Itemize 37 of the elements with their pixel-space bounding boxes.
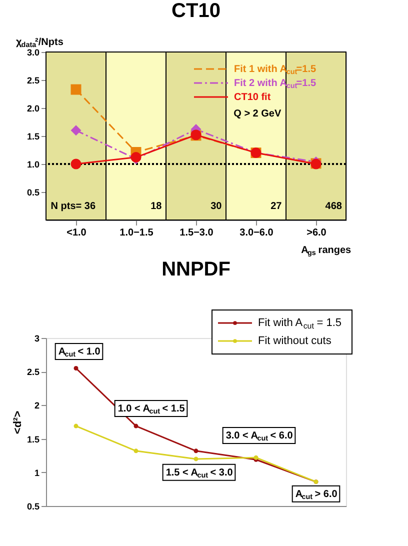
chart-title: CT10 — [172, 0, 220, 22]
y-tick-label: 0.5 — [26, 502, 40, 512]
annotation: N pts= 36 — [50, 201, 96, 212]
legend-label: CT10 fit — [234, 92, 272, 103]
y-tick-label: 3.0 — [26, 48, 40, 58]
chart-title: NNPDF — [162, 258, 230, 280]
x-tick-label: 1.0−1.5 — [120, 228, 154, 238]
y-tick-label: 2 — [34, 400, 40, 411]
y-tick-label: 1 — [34, 468, 40, 478]
point — [194, 456, 198, 462]
y-tick-label: 2.5 — [26, 367, 40, 378]
annotation: 30 — [210, 201, 222, 212]
y-tick-label: 1.5 — [26, 132, 40, 142]
y-tick-label: 3 — [34, 334, 40, 344]
point — [70, 125, 82, 136]
annotation: 468 — [325, 201, 342, 212]
point — [74, 366, 78, 370]
point — [134, 448, 138, 454]
legend-label: Fit without cuts — [258, 335, 332, 347]
point — [70, 84, 82, 95]
y-tick-label: 0.5 — [26, 188, 40, 198]
point — [74, 424, 78, 428]
y-axis-title: <d²> — [12, 410, 24, 434]
point — [194, 448, 198, 454]
point — [134, 424, 138, 428]
y-tick-label: 2.0 — [26, 104, 40, 114]
annotation: Q > 2 GeV — [234, 108, 282, 120]
annotation: 27 — [270, 201, 282, 212]
x-tick-label: 1.5−3.0 — [180, 228, 214, 238]
y-tick-label: 1.0 — [26, 160, 40, 170]
x-tick-label: <1.0 — [66, 228, 87, 238]
y-tick-label: 2.5 — [26, 76, 40, 86]
annotation: 18 — [150, 201, 162, 212]
x-tick-label: 3.0−6.0 — [240, 228, 274, 238]
y-tick-label: 1.5 — [26, 434, 40, 444]
point — [70, 158, 82, 170]
x-tick-label: >6.0 — [306, 228, 327, 238]
